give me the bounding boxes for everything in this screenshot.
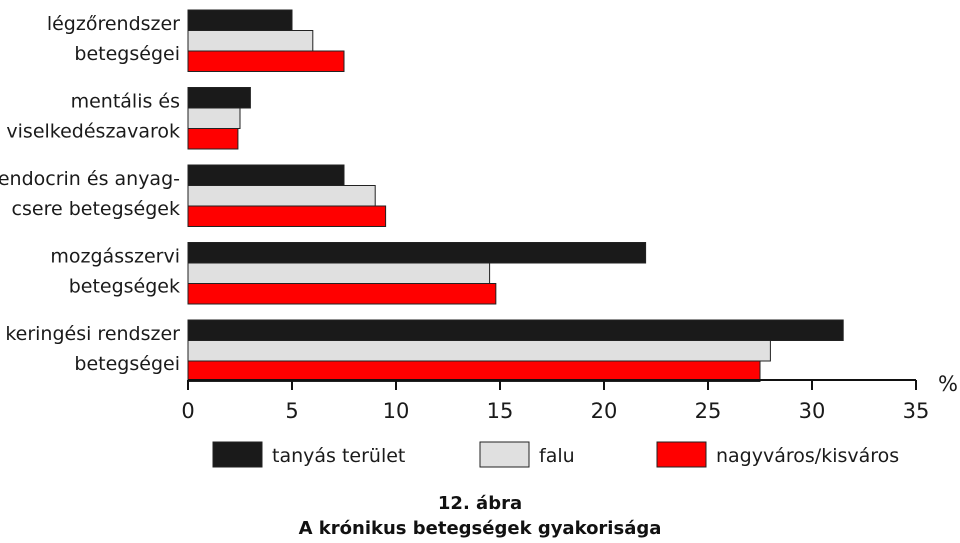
category-label: keringési rendszer	[5, 323, 180, 345]
legend: tanyás terület falu nagyváros/kisváros	[212, 441, 899, 468]
legend-label-0: tanyás terület	[272, 445, 405, 467]
bar-4-2	[187, 360, 761, 382]
legend-label-1: falu	[539, 445, 575, 467]
x-tick-label: 35	[903, 399, 930, 423]
category-label: csere betegségek	[12, 198, 180, 220]
category-label: mozgásszervi	[50, 246, 180, 268]
legend-swatch-1	[479, 441, 530, 468]
x-tick-label: 10	[383, 399, 410, 423]
category-label: mentális és	[71, 91, 180, 113]
bars-group	[187, 9, 844, 382]
bar-chart: légzőrendszer betegségei mentális és viselk…	[0, 9, 958, 468]
bar-1-0	[187, 87, 251, 109]
legend-swatch-2	[656, 441, 707, 468]
category-label: légzőrendszer	[47, 13, 180, 35]
figure-title: A krónikus betegségek gyakorisága	[298, 518, 662, 539]
x-axis: 0 5 10 15 20 25 30 35	[181, 379, 930, 423]
legend-swatch-0	[212, 441, 263, 468]
x-tick-label: 5	[285, 399, 298, 423]
bar-2-1	[187, 185, 376, 207]
x-tick-label: 20	[591, 399, 618, 423]
x-tick-label: 30	[799, 399, 826, 423]
bar-2-0	[187, 164, 345, 186]
category-label: betegségek	[69, 276, 180, 298]
bar-4-1	[187, 340, 771, 362]
bar-0-1	[187, 30, 314, 52]
x-tick-label: 0	[181, 399, 194, 423]
x-axis-unit: %	[938, 372, 958, 396]
category-label: endocrin és anyag-	[0, 168, 180, 190]
x-tick-label: 15	[487, 399, 514, 423]
bar-4-0	[187, 319, 844, 341]
bar-2-2	[187, 205, 387, 227]
x-tick-label: 25	[695, 399, 722, 423]
category-label: betegségei	[74, 353, 180, 375]
legend-label-2: nagyváros/kisváros	[716, 445, 899, 467]
bar-3-0	[187, 242, 647, 264]
bar-1-1	[187, 107, 241, 129]
category-label: betegségei	[74, 43, 180, 65]
category-labels: légzőrendszer betegségei mentális és viselk…	[0, 13, 180, 375]
bar-0-2	[187, 50, 345, 72]
bar-0-0	[187, 9, 293, 31]
figure-number: 12. ábra	[437, 493, 523, 514]
bar-1-2	[187, 128, 239, 150]
category-label: viselkedészavarok	[6, 121, 180, 143]
bar-3-2	[187, 283, 497, 305]
bar-3-1	[187, 262, 491, 284]
